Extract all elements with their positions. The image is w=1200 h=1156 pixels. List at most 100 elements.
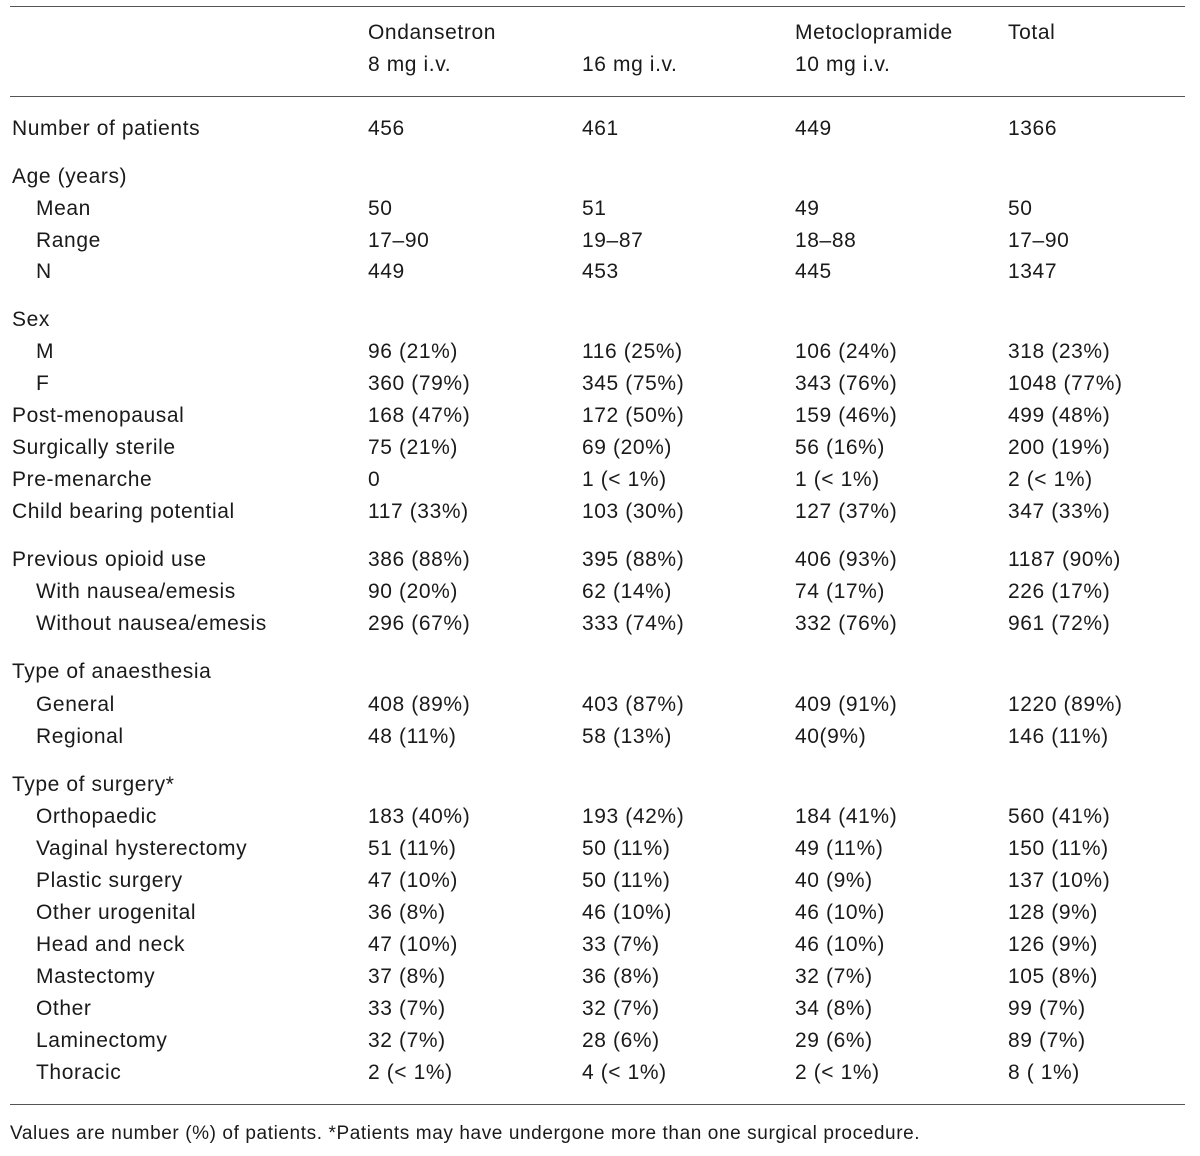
header-metoclopramide-10mg: 10 mg i.v. [795,53,891,76]
table-row: Post-menopausal 168 (47%) 172 (50%) 159 (46… [0,400,1200,432]
row-label: Orthopaedic [36,805,158,828]
row-label: Age (years) [12,165,128,188]
cell-total: 1366 [1008,117,1058,140]
row-label: Other urogenital [36,901,197,924]
header-ondansetron: Ondansetron [368,21,497,44]
table-row: Pre-menarche 0 1 (< 1%) 1 (< 1%) 2 (< 1%) [0,464,1200,496]
cell-ondansetron-16mg: 193 (42%) [582,805,685,828]
cell-ondansetron-16mg: 333 (74%) [582,612,685,635]
cell-metoclopramide-10mg: 49 (11%) [795,837,884,860]
cell-metoclopramide-10mg: 106 (24%) [795,340,898,363]
cell-total: 226 (17%) [1008,580,1111,603]
cell-total: 8 ( 1%) [1008,1061,1080,1084]
table-row: Child bearing potential 117 (33%) 103 (30%… [0,496,1200,528]
cell-ondansetron-16mg: 116 (25%) [582,340,683,363]
cell-ondansetron-16mg: 172 (50%) [582,404,685,427]
table-row: M 96 (21%) 116 (25%) 106 (24%) 318 (23%) [0,336,1200,368]
row-label: Mastectomy [36,965,156,988]
cell-total: 126 (9%) [1008,933,1099,956]
cell-total: 1220 (89%) [1008,693,1123,716]
cell-total: 961 (72%) [1008,612,1111,635]
cell-metoclopramide-10mg: 74 (17%) [795,580,886,603]
cell-ondansetron-16mg: 51 [582,197,607,220]
header-ondansetron-16mg: 16 mg i.v. [582,53,678,76]
table-row: Laminectomy 32 (7%) 28 (6%) 29 (6%) 89 (7%) [0,1025,1200,1057]
cell-metoclopramide-10mg: 46 (10%) [795,933,886,956]
cell-ondansetron-8mg: 75 (21%) [368,436,459,459]
row-label: Type of anaesthesia [12,660,212,683]
cell-ondansetron-16mg: 103 (30%) [582,500,685,523]
cell-ondansetron-8mg: 96 (21%) [368,340,459,363]
row-label: Post-menopausal [12,404,185,427]
cell-ondansetron-16mg: 19–87 [582,229,644,252]
table-row: F 360 (79%) 345 (75%) 343 (76%) 1048 (77%) [0,368,1200,400]
row-label: F [36,372,50,395]
cell-ondansetron-8mg: 17–90 [368,229,430,252]
cell-metoclopramide-10mg: 2 (< 1%) [795,1061,880,1084]
table-row: Plastic surgery 47 (10%) 50 (11%) 40 (9%) 13… [0,865,1200,897]
cell-ondansetron-8mg: 32 (7%) [368,1029,446,1052]
row-label: Sex [12,308,50,331]
table-row: Range 17–90 19–87 18–88 17–90 [0,225,1200,257]
table-row: Sex [0,304,1200,336]
cell-metoclopramide-10mg: 332 (76%) [795,612,898,635]
cell-ondansetron-16mg: 36 (8%) [582,965,660,988]
cell-metoclopramide-10mg: 409 (91%) [795,693,898,716]
cell-total: 1187 (90%) [1008,548,1122,571]
cell-metoclopramide-10mg: 406 (93%) [795,548,898,571]
cell-ondansetron-16mg: 4 (< 1%) [582,1061,667,1084]
header-total: Total [1008,21,1056,44]
cell-ondansetron-8mg: 2 (< 1%) [368,1061,453,1084]
table-row: Previous opioid use 386 (88%) 395 (88%) 406… [0,544,1200,576]
cell-metoclopramide-10mg: 40 (9%) [795,869,873,892]
row-label: Mean [36,197,91,220]
cell-metoclopramide-10mg: 184 (41%) [795,805,898,828]
cell-metoclopramide-10mg: 56 (16%) [795,436,886,459]
cell-ondansetron-16mg: 453 [582,260,619,283]
cell-total: 1048 (77%) [1008,372,1123,395]
cell-ondansetron-16mg: 461 [582,117,619,140]
cell-metoclopramide-10mg: 159 (46%) [795,404,898,427]
cell-metoclopramide-10mg: 343 (76%) [795,372,898,395]
cell-ondansetron-8mg: 50 [368,197,393,220]
table-row: Without nausea/emesis 296 (67%) 333 (74%) 3… [0,608,1200,640]
cell-ondansetron-8mg: 183 (40%) [368,805,471,828]
table-row: With nausea/emesis 90 (20%) 62 (14%) 74 (17… [0,576,1200,608]
table-row: Type of anaesthesia [0,656,1200,688]
cell-ondansetron-8mg: 456 [368,117,405,140]
row-label: Pre-menarche [12,468,153,491]
table-row: Surgically sterile 75 (21%) 69 (20%) 56 (16… [0,432,1200,464]
row-label: Range [36,229,101,252]
cell-ondansetron-8mg: 449 [368,260,405,283]
cell-total: 1347 [1008,260,1058,283]
cell-total: 137 (10%) [1008,869,1111,892]
table-row: General 408 (89%) 403 (87%) 409 (91%) 1220 (… [0,689,1200,721]
table-row: Orthopaedic 183 (40%) 193 (42%) 184 (41%) 56… [0,801,1200,833]
cell-ondansetron-16mg: 50 (11%) [582,837,671,860]
cell-ondansetron-16mg: 32 (7%) [582,997,660,1020]
cell-ondansetron-16mg: 1 (< 1%) [582,468,667,491]
table-row: Head and neck 47 (10%) 33 (7%) 46 (10%) 126 … [0,929,1200,961]
cell-ondansetron-8mg: 51 (11%) [368,837,457,860]
cell-metoclopramide-10mg: 46 (10%) [795,901,886,924]
cell-total: 99 (7%) [1008,997,1086,1020]
cell-total: 146 (11%) [1008,725,1109,748]
cell-ondansetron-16mg: 69 (20%) [582,436,673,459]
row-label: M [36,340,55,363]
cell-ondansetron-16mg: 58 (13%) [582,725,673,748]
cell-ondansetron-16mg: 395 (88%) [582,548,685,571]
row-label: Regional [36,725,124,748]
row-label: Head and neck [36,933,186,956]
table-row: Age (years) [0,161,1200,193]
cell-ondansetron-8mg: 296 (67%) [368,612,471,635]
row-label: Without nausea/emesis [36,612,267,635]
cell-ondansetron-8mg: 36 (8%) [368,901,446,924]
cell-ondansetron-8mg: 386 (88%) [368,548,471,571]
row-label: Thoracic [36,1061,122,1084]
row-label: With nausea/emesis [36,580,236,603]
cell-total: 150 (11%) [1008,837,1109,860]
cell-ondansetron-8mg: 117 (33%) [368,500,469,523]
table-row: Other urogenital 36 (8%) 46 (10%) 46 (10%) 1… [0,897,1200,929]
row-label: Type of surgery* [12,773,175,796]
bottom-rule [10,1104,1185,1105]
